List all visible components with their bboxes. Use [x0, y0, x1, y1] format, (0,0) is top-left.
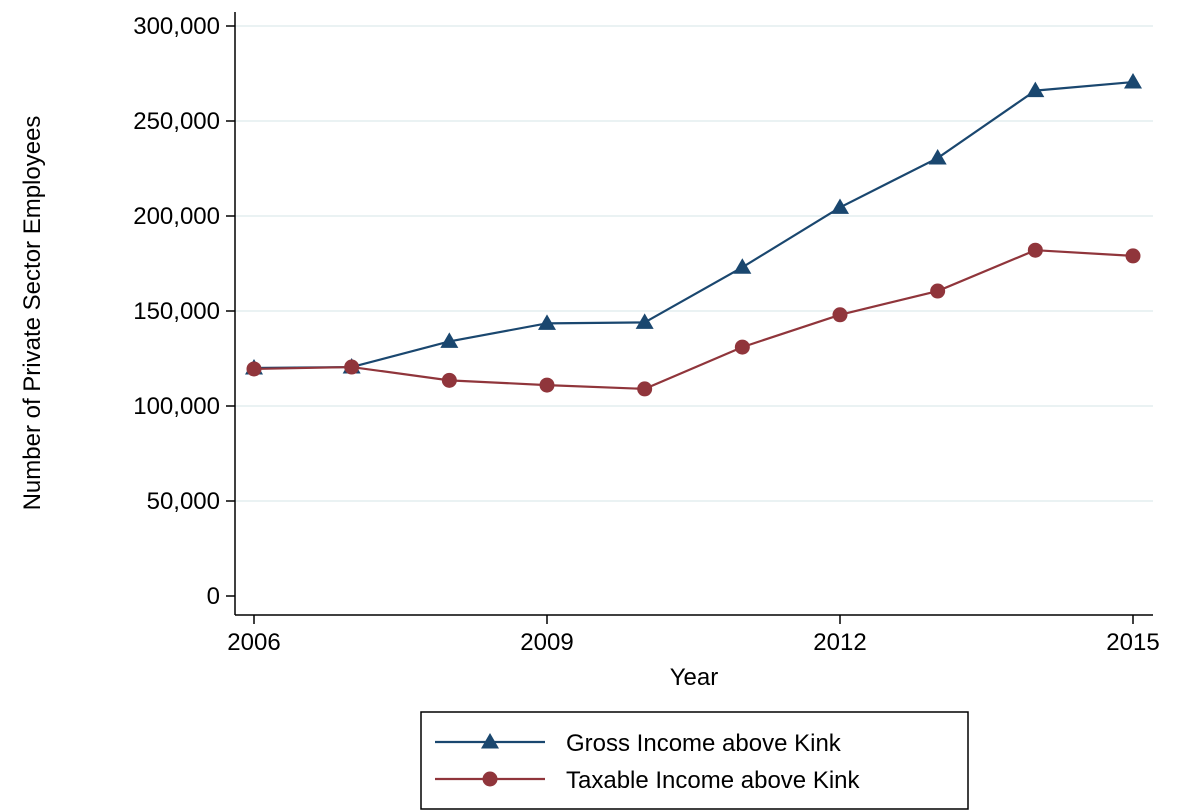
gridlines	[235, 25, 1153, 502]
x-axis-label: Year	[670, 664, 719, 691]
y-tick-label: 200,000	[133, 203, 220, 230]
data-point-series-2	[441, 372, 457, 388]
data-point-series-2	[344, 359, 360, 375]
x-tick-label: 2009	[520, 629, 573, 656]
series-line-1	[253, 80, 1134, 370]
data-point-series-2	[246, 361, 262, 377]
data-point-series-1	[1124, 73, 1142, 89]
data-point-series-1	[538, 314, 556, 330]
legend-box	[420, 711, 969, 810]
legend: Gross Income above Kink Taxable Income ab…	[420, 711, 969, 810]
legend-label-2: Taxable Income above Kink	[566, 767, 861, 794]
data-point-series-2	[930, 283, 946, 299]
series-line-2	[253, 249, 1134, 391]
series	[245, 73, 1142, 397]
legend-marker-1	[481, 733, 499, 749]
data-point-series-1	[635, 313, 654, 329]
x-tick-label: 2012	[813, 629, 866, 656]
y-tick-label: 0	[207, 583, 220, 610]
data-point-series-1	[440, 332, 459, 348]
data-point-series-1	[733, 258, 752, 274]
y-axis-label: Number of Private Sector Employees	[19, 116, 46, 511]
x-tick-label: 2015	[1106, 629, 1159, 656]
x-tick-label: 2006	[227, 629, 280, 656]
legend-label-1: Gross Income above Kink	[566, 730, 842, 757]
data-point-series-1	[928, 149, 947, 165]
y-tick-label: 250,000	[133, 108, 220, 135]
y-tick-label: 50,000	[147, 488, 220, 515]
data-point-series-1	[1026, 81, 1045, 98]
data-point-series-1	[831, 198, 849, 214]
data-point-series-2	[832, 307, 848, 323]
data-point-series-2	[637, 381, 653, 397]
axes: 0 50,000 100,000 150,000 200,000 250,000 300,0…	[133, 12, 1160, 656]
data-point-series-2	[539, 377, 555, 393]
legend-marker-2	[482, 771, 498, 787]
y-tick-label: 100,000	[133, 393, 220, 420]
data-point-series-2	[1125, 248, 1141, 264]
y-tick-label: 300,000	[133, 13, 220, 40]
y-tick-label: 150,000	[133, 298, 220, 325]
data-point-series-2	[734, 339, 750, 355]
data-point-series-2	[1027, 242, 1043, 258]
